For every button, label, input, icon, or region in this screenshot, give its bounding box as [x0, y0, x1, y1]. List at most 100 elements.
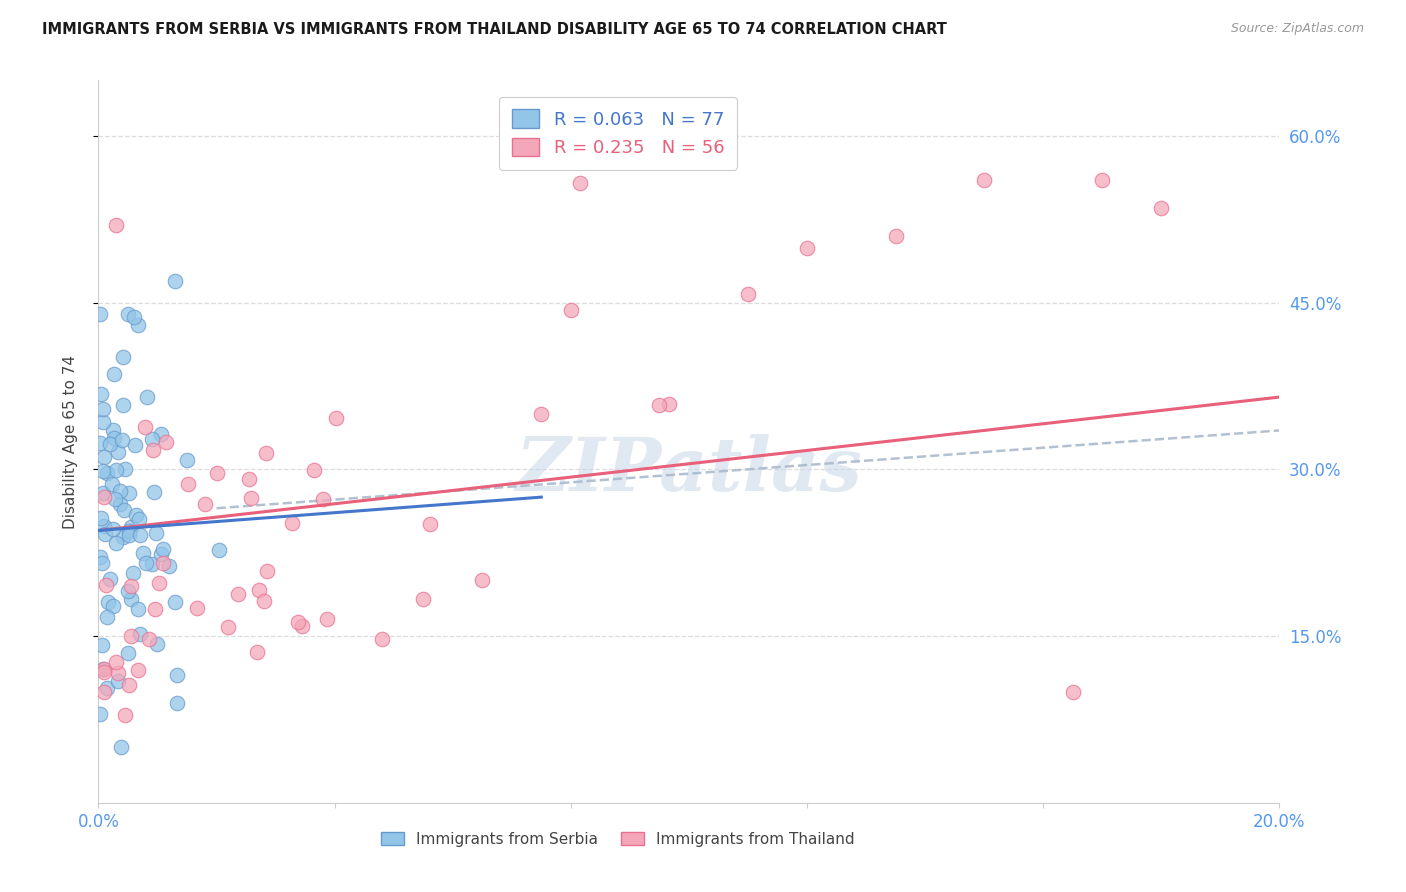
Point: [176, 453, 198, 467]
Point: [138, 632, 160, 647]
Point: [128, 512, 150, 526]
Text: ZIPatlas: ZIPatlas: [516, 434, 862, 507]
Point: [91, 638, 114, 652]
Point: [90, 511, 112, 525]
Point: [90, 556, 112, 570]
Point: [93, 518, 115, 533]
Y-axis label: Disability Age 65 to 74: Disability Age 65 to 74: [63, 354, 77, 529]
Point: [1091, 173, 1114, 187]
Point: [240, 491, 263, 505]
Point: [117, 307, 139, 321]
Point: [125, 508, 148, 522]
Point: [226, 586, 249, 600]
Point: [94, 578, 117, 592]
Point: [101, 522, 124, 536]
Point: [89, 549, 111, 564]
Point: [145, 526, 167, 541]
Text: IMMIGRANTS FROM SERBIA VS IMMIGRANTS FROM THAILAND DISABILITY AGE 65 TO 74 CORRE: IMMIGRANTS FROM SERBIA VS IMMIGRANTS FRO…: [42, 22, 948, 37]
Point: [149, 547, 172, 561]
Point: [103, 424, 125, 438]
Point: [166, 667, 188, 681]
Point: [117, 646, 139, 660]
Point: [108, 484, 131, 499]
Point: [104, 656, 127, 670]
Point: [157, 559, 180, 574]
Point: [238, 472, 260, 486]
Point: [253, 593, 276, 607]
Point: [108, 497, 131, 511]
Point: [796, 241, 818, 255]
Point: [148, 575, 170, 590]
Text: Source: ZipAtlas.com: Source: ZipAtlas.com: [1230, 22, 1364, 36]
Point: [127, 318, 149, 332]
Point: [101, 477, 124, 491]
Point: [256, 446, 278, 460]
Point: [205, 467, 228, 481]
Point: [152, 556, 174, 570]
Point: [105, 463, 128, 477]
Point: [371, 632, 394, 646]
Point: [104, 492, 127, 507]
Point: [89, 436, 111, 450]
Point: [287, 615, 309, 630]
Point: [142, 485, 165, 500]
Point: [246, 644, 269, 658]
Point: [973, 173, 995, 187]
Point: [194, 498, 217, 512]
Point: [118, 678, 141, 692]
Point: [657, 397, 679, 411]
Point: [93, 450, 115, 464]
Point: [132, 546, 155, 560]
Point: [103, 368, 125, 382]
Point: [208, 542, 231, 557]
Point: [141, 432, 163, 446]
Point: [118, 524, 141, 538]
Point: [146, 637, 169, 651]
Point: [93, 685, 115, 699]
Point: [98, 572, 121, 586]
Point: [94, 526, 117, 541]
Point: [91, 662, 114, 676]
Point: [1062, 684, 1084, 698]
Point: [89, 706, 111, 721]
Point: [111, 433, 134, 447]
Point: [107, 665, 129, 680]
Point: [128, 627, 150, 641]
Point: [142, 443, 165, 458]
Point: [217, 620, 239, 634]
Point: [98, 436, 121, 450]
Point: [91, 415, 114, 429]
Point: [127, 663, 149, 677]
Point: [96, 681, 118, 695]
Point: [177, 477, 200, 491]
Point: [107, 673, 129, 688]
Point: [118, 527, 141, 541]
Point: [166, 696, 188, 710]
Point: [256, 564, 278, 578]
Point: [530, 407, 553, 421]
Point: [143, 602, 166, 616]
Point: [471, 573, 494, 587]
Point: [737, 287, 759, 301]
Point: [1150, 201, 1173, 215]
Point: [136, 391, 159, 405]
Point: [127, 602, 149, 616]
Point: [91, 464, 114, 478]
Point: [103, 431, 125, 445]
Legend: Immigrants from Serbia, Immigrants from Thailand: Immigrants from Serbia, Immigrants from …: [375, 826, 860, 853]
Point: [111, 398, 134, 412]
Point: [105, 535, 128, 549]
Point: [89, 307, 111, 321]
Point: [124, 438, 146, 452]
Point: [884, 228, 907, 243]
Point: [96, 466, 118, 480]
Point: [103, 599, 125, 613]
Point: [114, 462, 136, 476]
Point: [141, 557, 163, 571]
Point: [315, 612, 337, 626]
Point: [93, 662, 115, 676]
Point: [155, 434, 177, 449]
Point: [120, 579, 142, 593]
Point: [104, 218, 127, 232]
Point: [120, 592, 142, 607]
